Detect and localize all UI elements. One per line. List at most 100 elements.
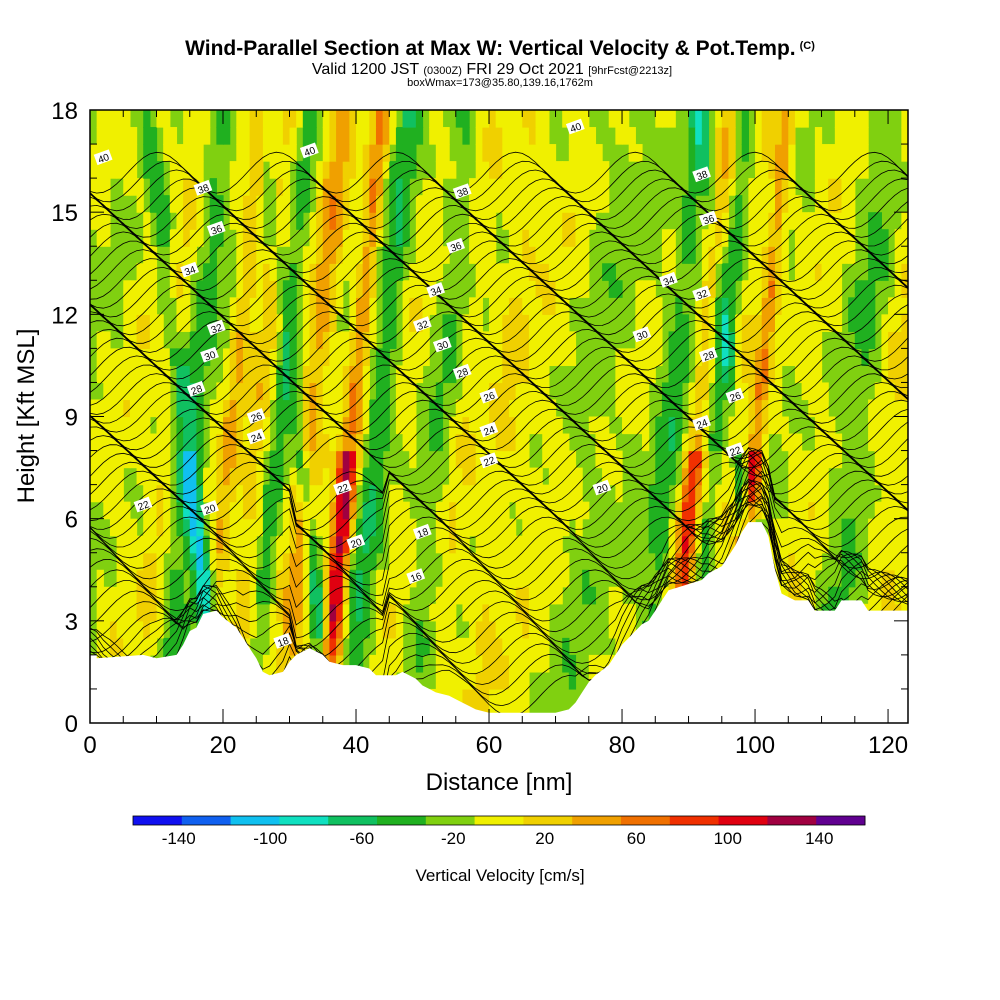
field-cell	[103, 161, 111, 179]
field-cell	[169, 195, 178, 213]
field-cell	[395, 229, 404, 247]
contour-label-text: 22	[137, 499, 152, 513]
field-cell	[502, 314, 510, 332]
field-cell	[123, 552, 131, 571]
field-cell	[362, 348, 370, 367]
field-cell	[356, 586, 364, 605]
field-cell	[329, 467, 337, 486]
field-cell	[469, 195, 477, 213]
field-cell	[808, 280, 816, 298]
field-cell	[475, 178, 483, 196]
field-cell	[841, 229, 849, 247]
field-cell	[336, 637, 344, 656]
field-cell	[515, 433, 523, 452]
field-cell	[701, 297, 710, 315]
field-cell	[794, 110, 803, 128]
field-cell	[349, 127, 357, 145]
field-cell	[482, 229, 490, 247]
field-cell	[143, 212, 151, 230]
field-cell	[535, 654, 543, 673]
field-cell	[548, 178, 557, 196]
field-cell	[502, 195, 510, 213]
field-cell	[282, 535, 291, 554]
field-cell	[768, 229, 776, 247]
field-cell	[96, 467, 104, 486]
field-cell	[748, 314, 756, 332]
field-cell	[901, 416, 908, 435]
colorbar-tick-label: 60	[627, 829, 646, 848]
field-cell	[442, 518, 450, 537]
field-cell	[362, 195, 370, 213]
field-cell	[848, 535, 856, 554]
field-cell	[322, 518, 331, 537]
field-cell	[382, 263, 390, 281]
field-cell	[136, 637, 144, 656]
field-cell	[249, 195, 257, 213]
field-cell	[482, 246, 490, 264]
field-cell	[183, 127, 191, 145]
field-cell	[442, 603, 450, 622]
field-cell	[821, 399, 829, 418]
field-cell	[475, 535, 483, 554]
field-cell	[542, 348, 550, 367]
contour-label-bg	[200, 500, 219, 516]
field-cell	[768, 127, 776, 145]
field-cell	[768, 518, 776, 537]
field-cell	[402, 178, 410, 196]
field-cell	[568, 144, 577, 162]
field-cell	[236, 161, 244, 179]
field-cell	[821, 195, 829, 213]
field-cell	[489, 637, 497, 656]
field-cell	[223, 501, 231, 520]
theta-contour	[90, 213, 908, 256]
field-cell	[402, 569, 410, 588]
field-cell	[841, 195, 849, 213]
field-cell	[196, 365, 204, 384]
field-cell	[695, 178, 703, 196]
field-cell	[435, 637, 444, 656]
field-cell	[774, 161, 783, 179]
field-cell	[774, 331, 783, 349]
field-cell	[129, 348, 138, 367]
field-cell	[575, 212, 583, 230]
field-cell	[242, 246, 251, 264]
field-cell	[542, 212, 550, 230]
field-cell	[522, 484, 530, 503]
field-cell	[814, 331, 823, 349]
field-cell	[901, 467, 908, 486]
field-cell	[901, 382, 908, 401]
field-cell	[542, 246, 550, 264]
field-cell	[169, 280, 178, 298]
theta-contour	[90, 390, 908, 433]
field-cell	[183, 433, 191, 452]
field-cell	[482, 569, 490, 588]
field-cell	[489, 161, 497, 179]
theta-contour	[90, 337, 908, 380]
field-cell	[236, 331, 244, 349]
field-cell	[502, 212, 510, 230]
field-cell	[821, 280, 829, 298]
field-cell	[96, 195, 104, 213]
field-cell	[848, 229, 856, 247]
field-cell	[522, 365, 530, 384]
field-cell	[289, 399, 297, 418]
field-cell	[96, 161, 104, 179]
field-cell	[841, 144, 849, 162]
field-cell	[189, 552, 198, 571]
field-cell	[695, 348, 703, 367]
field-cell	[183, 161, 191, 179]
contour-label-bg	[426, 282, 446, 298]
field-cell	[721, 229, 730, 247]
field-cell	[748, 195, 756, 213]
field-cell	[808, 246, 816, 264]
field-cell	[256, 127, 264, 145]
field-cell	[143, 314, 151, 332]
field-cell	[542, 603, 550, 622]
field-cell	[329, 246, 337, 264]
field-cell	[641, 280, 650, 298]
field-cell	[828, 450, 836, 469]
field-cell	[888, 501, 896, 520]
field-cell	[495, 263, 503, 281]
field-cell	[828, 246, 836, 264]
field-cell	[848, 212, 856, 230]
